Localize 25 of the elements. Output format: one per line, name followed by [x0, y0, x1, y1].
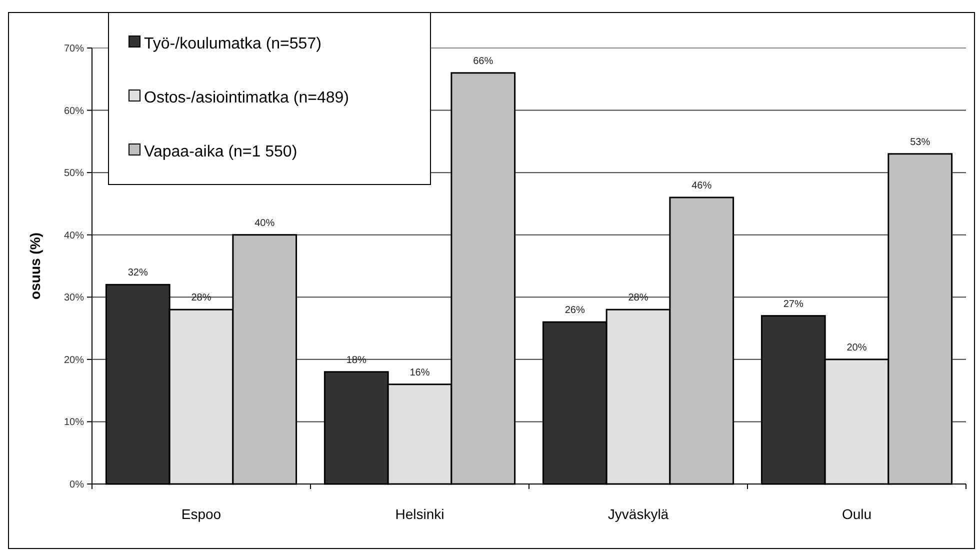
legend-label: Työ-/koulumatka (n=557) — [144, 36, 322, 53]
data-label: 46% — [692, 180, 712, 192]
data-label: 66% — [473, 56, 494, 67]
x-tick-label: Espoo — [181, 506, 222, 522]
y-axis-title: osuus (%) — [27, 232, 43, 300]
legend-label: Vapaa-aika (n=1 550) — [144, 144, 298, 161]
y-tick-label: 60% — [64, 106, 84, 117]
data-label: 40% — [254, 218, 275, 229]
x-tick-label: Oulu — [842, 506, 872, 522]
data-label: 27% — [783, 298, 804, 310]
y-tick-label: 70% — [64, 44, 84, 54]
x-tick-label: Helsinki — [395, 506, 444, 522]
legend-label: Ostos-/asiointimatka (n=489) — [144, 90, 349, 107]
y-tick-label: 20% — [64, 354, 84, 366]
x-tick-label: Jyväskylä — [608, 506, 669, 522]
data-label: 53% — [910, 136, 930, 148]
data-label: 26% — [564, 305, 585, 316]
data-label: 32% — [128, 268, 148, 279]
y-tick-label: 0% — [70, 480, 84, 490]
data-label: 20% — [846, 342, 867, 354]
y-tick-label: 40% — [64, 230, 84, 242]
data-label: 16% — [410, 367, 430, 378]
y-tick-label: 10% — [64, 417, 84, 428]
y-tick-label: 50% — [64, 168, 84, 180]
y-tick-label: 30% — [64, 292, 84, 304]
